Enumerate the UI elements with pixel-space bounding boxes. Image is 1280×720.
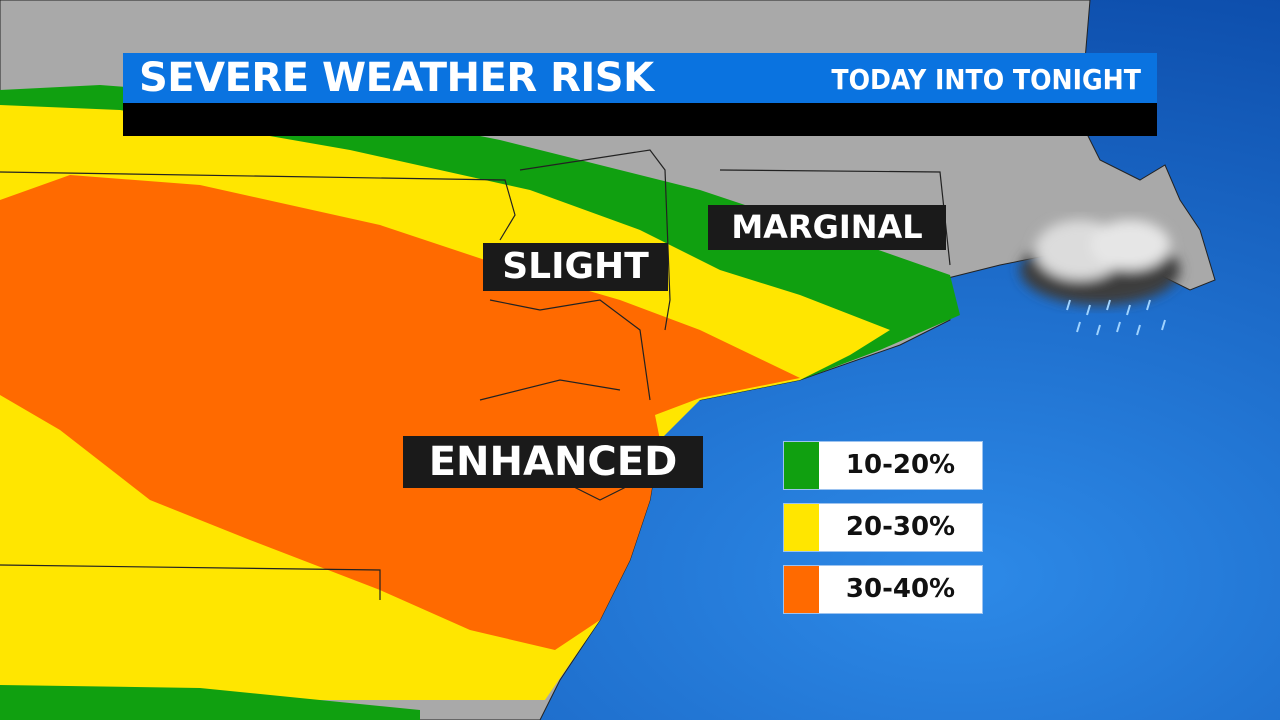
title-bar-underline — [123, 103, 1157, 136]
legend-label: 10-20% — [845, 450, 956, 480]
label-slight: SLIGHT — [483, 243, 668, 291]
zone-enhanced — [0, 175, 800, 650]
label-marginal: MARGINAL — [708, 205, 946, 250]
legend-label: 30-40% — [845, 574, 956, 604]
legend-item-marginal: 10-20% — [783, 441, 983, 490]
zone-marginal-south — [0, 685, 420, 720]
title-bar: SEVERE WEATHER RISK TODAY INTO TONIGHT — [123, 53, 1157, 103]
legend-label: 20-30% — [845, 512, 956, 542]
legend-swatch — [784, 566, 819, 613]
label-enhanced: ENHANCED — [403, 436, 703, 488]
rain-cloud-icon — [1020, 220, 1180, 336]
legend-item-slight: 20-30% — [783, 503, 983, 552]
page-title: SEVERE WEATHER RISK — [139, 55, 654, 101]
legend-swatch — [784, 442, 819, 489]
legend-swatch — [784, 504, 819, 551]
state-borders — [0, 149, 951, 600]
legend-item-enhanced: 30-40% — [783, 565, 983, 614]
page-subtitle: TODAY INTO TONIGHT — [831, 63, 1141, 96]
